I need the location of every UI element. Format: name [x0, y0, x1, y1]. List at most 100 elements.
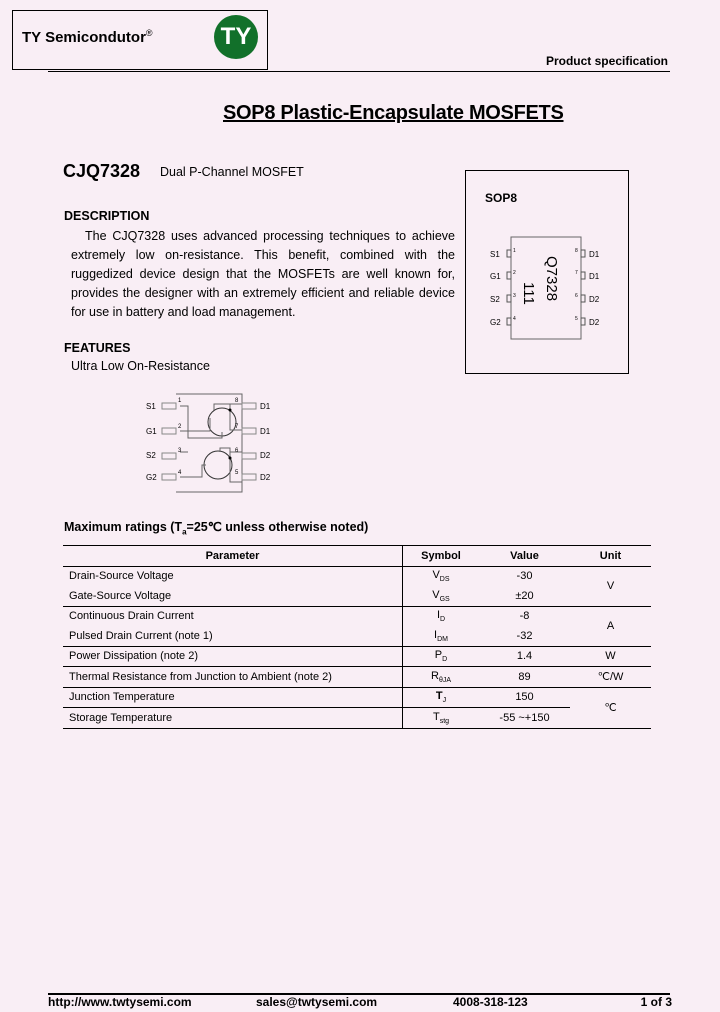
description-text: The CJQ7328 uses advanced processing tec…: [71, 227, 455, 322]
page-title: SOP8 Plastic-Encapsulate MOSFETS: [223, 102, 564, 124]
pin-number: 1: [513, 248, 516, 254]
column-header-value: Value: [479, 545, 570, 567]
footer-email[interactable]: sales@twtysemi.com: [256, 995, 378, 1009]
pin-label: G1: [146, 427, 157, 436]
table-row: Thermal Resistance from Junction to Ambi…: [63, 666, 651, 688]
header-divider: [48, 71, 670, 72]
cell-value: -32: [479, 626, 570, 647]
pin-number: 5: [235, 470, 239, 476]
part-subtitle: Dual P-Channel MOSFET: [160, 165, 304, 179]
pin-label: D1: [589, 272, 600, 281]
cell-parameter: Thermal Resistance from Junction to Ambi…: [63, 666, 403, 688]
ratings-heading: Maximum ratings (Ta=25℃ unless otherwise…: [64, 519, 368, 537]
pin-label: G2: [146, 473, 157, 482]
pin-label: S2: [146, 451, 156, 460]
column-header-unit: Unit: [570, 545, 651, 567]
cell-symbol: ID: [436, 609, 446, 624]
ratings-heading-sub: a: [182, 527, 187, 537]
footer-page-number: 1 of 3: [640, 995, 672, 1009]
package-date-code: 111: [520, 282, 537, 305]
table-row: Drain-Source Voltage VDS -30 V: [63, 566, 651, 607]
pin-label: G2: [490, 318, 501, 327]
table-row: Gate-Source Voltage VGS ±20: [63, 586, 651, 607]
doc-type: Product specification: [545, 54, 668, 68]
pin-label: D2: [260, 473, 271, 482]
pin-label: S2: [490, 295, 500, 304]
package-marking: Q7328: [543, 256, 560, 301]
cell-parameter: Drain-Source Voltage: [63, 566, 403, 586]
company-name: TY Semicondutor®: [22, 28, 153, 46]
cell-value: -8: [519, 610, 530, 623]
footer-phone: 4008-318-123: [453, 995, 528, 1009]
pin-label: S1: [490, 250, 500, 259]
pin-number: 3: [513, 293, 516, 299]
description-heading: DESCRIPTION: [64, 209, 150, 223]
pin-label: D2: [589, 318, 600, 327]
cell-symbol: VGS: [402, 586, 479, 607]
table-row: Continuous Drain Current ID -8 A: [63, 606, 651, 647]
cell-unit: W: [570, 646, 651, 667]
ratings-table: Parameter Symbol Value Unit Drain-Source…: [63, 545, 651, 729]
pin-number: 1: [178, 398, 182, 404]
column-header-parameter: Parameter: [63, 545, 403, 567]
cell-symbol: TJ: [402, 687, 479, 708]
cell-parameter: Pulsed Drain Current (note 1): [63, 626, 403, 647]
cell-symbol: PD: [402, 646, 479, 667]
internal-schematic: S1 G1 S2 G2 1 2 3 4 D1 D1 D2 D2 8 7 6 5: [146, 393, 271, 493]
pin-number: 3: [178, 448, 182, 454]
cell-symbol: VDS: [432, 569, 450, 584]
package-body: [510, 236, 582, 340]
pin-number: 8: [235, 398, 239, 404]
table-row: Junction Temperature TJ 150 ℃: [63, 687, 651, 729]
ratings-heading-suffix: =25℃ unless otherwise noted): [186, 520, 369, 534]
cell-value: -55 ~+150: [479, 707, 570, 729]
cell-parameter: Power Dissipation (note 2): [63, 646, 403, 667]
cell-parameter: Gate-Source Voltage: [63, 586, 403, 607]
cell-symbol: RθJA: [402, 666, 479, 688]
ratings-heading-prefix: Maximum ratings (T: [64, 520, 183, 534]
pin-label: G1: [490, 272, 501, 281]
pin-label: S1: [146, 402, 156, 411]
company-logo: TY: [214, 15, 258, 59]
package-left-pins: S1 G1 S2 G2 1 2 3 4: [490, 248, 516, 327]
cell-symbol: Tstg: [402, 707, 479, 729]
cell-parameter: Storage Temperature: [63, 707, 403, 729]
pin-label: D2: [260, 451, 271, 460]
pin-number: 6: [575, 293, 578, 299]
pin-number: 7: [235, 424, 239, 430]
cell-value: 150: [479, 687, 570, 708]
cell-value: 89: [479, 666, 570, 688]
junction-dot: [228, 408, 232, 412]
pin-number: 2: [178, 424, 182, 430]
cell-unit: ℃: [570, 687, 651, 729]
pin-number: 5: [575, 316, 578, 322]
cell-value: -30: [516, 570, 533, 583]
pin-label: D2: [589, 295, 600, 304]
junction-dot: [228, 456, 232, 460]
cell-unit: ℃/W: [570, 666, 651, 688]
pin-number: 4: [178, 470, 182, 476]
pin-number: 7: [575, 270, 578, 276]
pin-number: 4: [513, 316, 516, 322]
package-box: [465, 170, 629, 374]
footer-url[interactable]: http://www.twtysemi.com: [48, 995, 192, 1009]
features-heading: FEATURES: [64, 341, 131, 355]
cell-value: ±20: [479, 586, 570, 607]
cell-symbol: IDM: [402, 626, 479, 647]
table-row: Pulsed Drain Current (note 1) IDM -32: [63, 626, 651, 647]
pin-label: D1: [589, 250, 600, 259]
cell-parameter: Continuous Drain Current: [63, 606, 403, 626]
table-row: Storage Temperature Tstg -55 ~+150: [63, 707, 651, 729]
cell-value: 1.4: [479, 646, 570, 667]
pin-number: 8: [575, 248, 578, 254]
pin-number: 2: [513, 270, 516, 276]
logo-box: [12, 10, 268, 70]
pin-label: D1: [260, 402, 271, 411]
registered-mark: ®: [145, 28, 153, 38]
column-header-symbol: Symbol: [402, 545, 479, 567]
footer-divider: [48, 993, 670, 995]
table-row: Power Dissipation (note 2) PD 1.4 W: [63, 646, 651, 667]
table-header-row: Parameter Symbol Value Unit: [63, 545, 651, 567]
cell-unit: A: [570, 606, 651, 647]
company-name-text: TY Semicondutor: [22, 29, 146, 46]
